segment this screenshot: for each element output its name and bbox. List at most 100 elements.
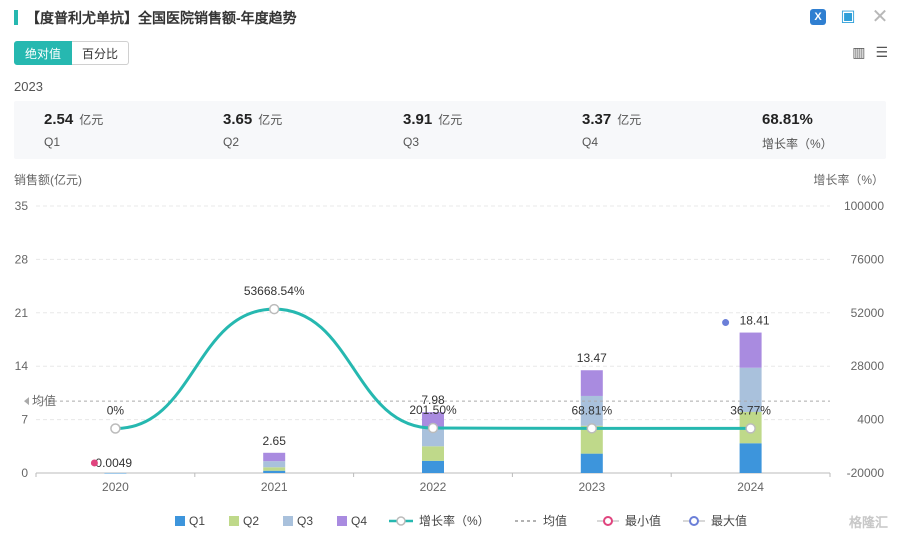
legend-label: Q1 [189,514,205,528]
bar-chart-icon[interactable]: ▥ [852,44,866,60]
growth-data-label: 68.81% [571,403,612,417]
summary-value: 3.65 [223,111,253,128]
mean-arrow-icon [24,397,29,406]
title-bar: 【度普利尤单抗】全国医院销售额-年度趋势 X ▣ ✕ [0,0,898,34]
title-accent-bar [14,10,18,25]
chart-title: 【度普利尤单抗】全国医院销售额-年度趋势 [26,10,297,26]
legend-label: 最大值 [711,513,747,528]
x-tick-label: 2021 [261,480,288,494]
summary-item-q1: 2.54 亿元 Q1 [44,111,103,149]
growth-data-label: 53668.54% [244,284,305,298]
y-tick-label: 0 [21,466,28,480]
summary-item-q3: 3.91 亿元 Q3 [403,111,462,149]
table-view-icon[interactable]: ☰ [875,44,888,60]
bar-segment-q2[interactable] [580,425,603,454]
bar-segment-q4[interactable] [580,370,603,396]
growth-rate-line [115,307,751,430]
bar-segment-q1[interactable] [104,472,127,474]
legend-swatch-q1[interactable] [175,516,185,526]
legend-swatch-q4[interactable] [337,516,347,526]
x-tick-label: 2024 [737,480,764,494]
growth-point[interactable] [586,423,598,434]
bar-segment-q4[interactable] [739,332,762,368]
bar-total-label: 7.98 [421,393,445,407]
growth-point[interactable] [745,423,756,434]
summary-unit: 亿元 [617,113,642,127]
value-mode-toggle: 绝对值 百分比 [14,41,130,65]
bar-segment-q2[interactable] [263,467,286,471]
bar-segment-q1[interactable] [263,470,286,473]
bar-total-label: 18.41 [740,314,770,328]
growth-point[interactable] [427,422,439,434]
growth-point[interactable] [110,423,121,434]
summary-unit: 亿元 [79,113,104,127]
bar-segment-q1[interactable] [422,460,444,473]
legend-label: Q3 [297,514,313,528]
summary-label: 增长率（%） [762,137,833,151]
y2-tick-label: -20000 [847,466,885,480]
y-tick-label: 28 [15,252,29,266]
summary-item-q4: 3.37 亿元 Q4 [582,111,641,149]
bar-segment-q1[interactable] [739,443,762,473]
legend-label: 增长率（%） [419,513,490,528]
view-switcher: ▥ ☰ [852,44,888,61]
y2-tick-label: 76000 [851,252,885,266]
mean-label: 均值 [32,393,56,408]
legend-swatch-q2[interactable] [229,516,239,526]
max-value-marker[interactable] [722,319,730,327]
summary-year: 2023 [14,79,43,94]
y-tick-label: 7 [21,413,28,427]
summary-value: 2.54 [44,111,74,128]
y-axis-title: 销售额(亿元) [14,172,82,187]
growth-data-label: 0% [107,404,125,418]
close-icon[interactable]: ✕ [871,6,889,28]
summary-value: 3.91 [403,111,433,128]
export-excel-icon[interactable]: X [810,9,826,25]
growth-point[interactable] [268,303,280,315]
y2-tick-label: 28000 [851,359,885,373]
summary-unit: 亿元 [438,113,463,127]
summary-value: 68.81% [762,111,813,128]
export-image-icon[interactable]: ▣ [840,8,856,25]
bar-segment-q3[interactable] [263,461,286,468]
y2-tick-label: 4000 [857,413,884,427]
bar-segment-q4[interactable] [263,452,286,462]
absolute-value-button[interactable]: 绝对值 [14,41,73,65]
bar-total-label: 13.47 [577,351,607,365]
x-tick-label: 2022 [420,480,447,494]
legend-label: 最小值 [625,513,661,528]
summary-panel: 2.54 亿元 Q1 3.65 亿元 Q2 3.91 亿元 Q3 3.37 亿元 Q4 … [14,101,886,159]
y-tick-label: 21 [15,306,29,320]
summary-value: 3.37 [582,111,612,128]
legend-label: 均值 [543,513,567,528]
legend-growth-marker [396,516,406,526]
legend-label: Q2 [243,514,259,528]
summary-item-q2: 3.65 亿元 Q2 [223,111,282,149]
summary-label: Q3 [403,135,420,149]
summary-unit: 亿元 [258,113,283,127]
percentage-button[interactable]: 百分比 [72,41,130,65]
y-tick-label: 14 [15,359,29,373]
bar-segment-q3[interactable] [422,427,444,447]
bar-segment-q4[interactable] [422,412,444,428]
bar-segment-q1[interactable] [580,453,603,473]
watermark: 格隆汇 [848,515,888,530]
bar-segment-q2[interactable] [422,446,444,461]
legend-swatch-q3[interactable] [283,516,293,526]
bar-total-label: 0.0049 [95,456,132,470]
y-tick-label: 35 [15,199,29,213]
growth-data-label: 201.50% [409,403,457,417]
x-tick-label: 2020 [102,480,129,494]
summary-item-growth: 68.81% 增长率（%） [762,111,833,152]
summary-label: Q2 [223,135,240,149]
legend-min-marker [603,516,613,526]
min-value-marker[interactable] [90,459,98,467]
summary-label: Q4 [582,135,599,149]
y2-axis-title: 增长率（%） [813,172,884,187]
bar-segment-q3[interactable] [580,395,603,426]
top-toolbar: X ▣ ✕ [810,7,890,27]
x-tick-label: 2023 [578,480,605,494]
legend-label: Q4 [351,514,367,528]
growth-data-label: 36.77% [730,403,771,417]
